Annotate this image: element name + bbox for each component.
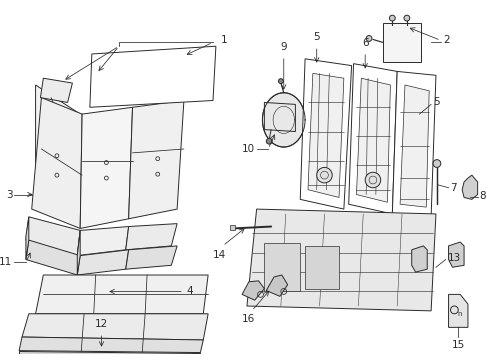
Polygon shape xyxy=(307,73,343,197)
Polygon shape xyxy=(19,337,203,352)
Circle shape xyxy=(388,15,394,21)
Polygon shape xyxy=(77,250,128,275)
Text: 6: 6 xyxy=(361,38,368,48)
Polygon shape xyxy=(125,224,177,250)
Polygon shape xyxy=(461,175,477,199)
Polygon shape xyxy=(391,71,435,217)
Text: 5: 5 xyxy=(313,32,319,42)
Text: 7: 7 xyxy=(449,183,456,193)
Polygon shape xyxy=(41,78,72,103)
Polygon shape xyxy=(90,46,216,107)
Text: 13: 13 xyxy=(447,253,460,262)
Text: 11: 11 xyxy=(0,257,12,267)
Text: n: n xyxy=(456,311,461,317)
Text: 3: 3 xyxy=(6,190,12,199)
Circle shape xyxy=(278,79,283,84)
Polygon shape xyxy=(22,314,208,340)
Text: 12: 12 xyxy=(95,319,108,329)
Circle shape xyxy=(266,138,271,144)
Circle shape xyxy=(432,159,440,167)
Text: 16: 16 xyxy=(242,314,255,324)
Polygon shape xyxy=(447,294,467,327)
Circle shape xyxy=(365,172,380,188)
Text: 9: 9 xyxy=(280,42,286,52)
Polygon shape xyxy=(128,100,183,219)
Polygon shape xyxy=(26,240,80,275)
Polygon shape xyxy=(32,98,82,229)
Polygon shape xyxy=(36,85,80,197)
Polygon shape xyxy=(262,93,305,147)
Polygon shape xyxy=(26,217,29,260)
Polygon shape xyxy=(36,275,208,314)
Text: 8: 8 xyxy=(479,190,485,201)
Polygon shape xyxy=(264,243,300,292)
Polygon shape xyxy=(264,103,295,131)
Text: 1: 1 xyxy=(220,35,227,45)
Polygon shape xyxy=(348,64,396,214)
Polygon shape xyxy=(77,230,80,275)
Text: 4: 4 xyxy=(186,287,193,297)
Polygon shape xyxy=(447,242,463,267)
Text: 2: 2 xyxy=(443,35,449,45)
Polygon shape xyxy=(140,64,171,89)
Text: 10: 10 xyxy=(241,144,254,154)
Polygon shape xyxy=(246,209,435,311)
Polygon shape xyxy=(305,246,338,289)
Polygon shape xyxy=(356,78,389,202)
Polygon shape xyxy=(242,281,264,300)
Text: 14: 14 xyxy=(213,250,226,260)
Circle shape xyxy=(316,167,331,183)
Polygon shape xyxy=(230,225,235,230)
Text: 15: 15 xyxy=(451,340,464,350)
Polygon shape xyxy=(92,68,122,95)
Circle shape xyxy=(366,36,371,41)
Polygon shape xyxy=(300,59,351,209)
Polygon shape xyxy=(80,107,132,229)
Polygon shape xyxy=(411,246,427,272)
Polygon shape xyxy=(125,246,177,269)
Polygon shape xyxy=(19,351,200,355)
Circle shape xyxy=(403,15,409,21)
Polygon shape xyxy=(77,226,128,256)
Text: 5: 5 xyxy=(432,98,439,107)
Polygon shape xyxy=(399,85,428,207)
Polygon shape xyxy=(382,23,421,62)
Polygon shape xyxy=(26,217,80,256)
Polygon shape xyxy=(266,275,287,296)
